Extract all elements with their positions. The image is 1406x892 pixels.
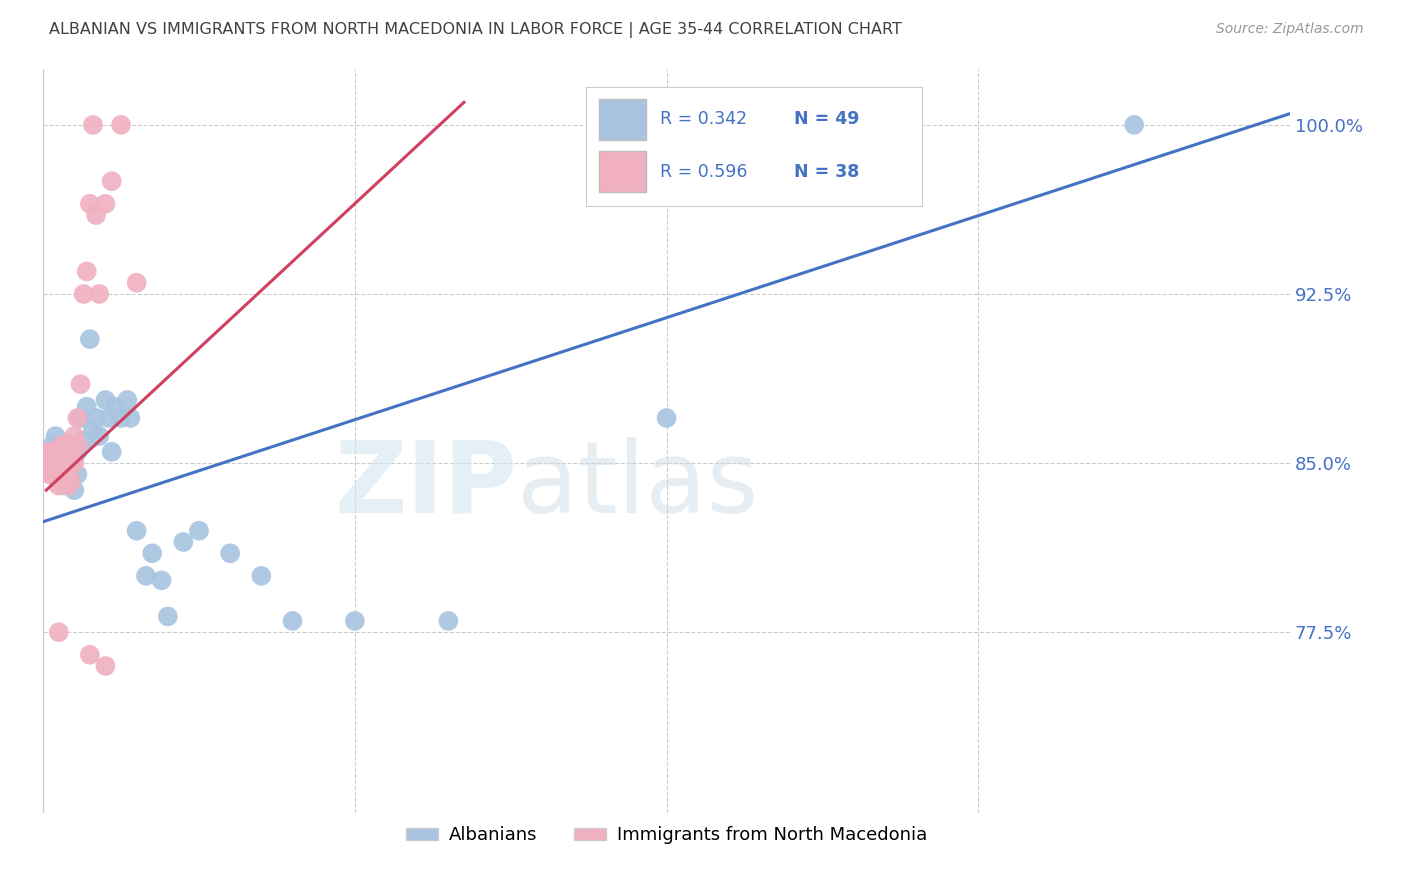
- Point: [69, 411, 91, 425]
- Point: [156, 609, 179, 624]
- Point: [48, 625, 70, 640]
- Point: [60, 474, 83, 488]
- Point: [53, 474, 76, 488]
- Point: [82, 422, 104, 436]
- Point: [56, 460, 79, 475]
- Point: [56, 478, 79, 492]
- Point: [51, 438, 73, 452]
- Point: [84, 208, 107, 222]
- Point: [60, 438, 83, 452]
- Point: [172, 535, 194, 549]
- Point: [53, 445, 76, 459]
- Point: [150, 574, 173, 588]
- Point: [48, 451, 70, 466]
- Point: [38, 451, 60, 466]
- Point: [94, 392, 117, 407]
- Point: [1123, 118, 1146, 132]
- Point: [188, 524, 211, 538]
- Point: [41, 467, 63, 482]
- Point: [56, 442, 79, 457]
- Point: [82, 118, 104, 132]
- Point: [89, 287, 111, 301]
- Point: [79, 648, 101, 662]
- Point: [53, 456, 76, 470]
- Point: [76, 264, 98, 278]
- Point: [66, 438, 89, 452]
- Point: [48, 445, 70, 459]
- Point: [35, 451, 58, 466]
- Point: [60, 445, 83, 459]
- Point: [51, 460, 73, 475]
- Point: [35, 445, 58, 459]
- Point: [437, 614, 460, 628]
- Point: [94, 196, 117, 211]
- Point: [110, 411, 132, 425]
- Point: [89, 429, 111, 443]
- Point: [66, 411, 89, 425]
- Point: [72, 287, 94, 301]
- Point: [100, 445, 122, 459]
- Point: [79, 196, 101, 211]
- Point: [63, 451, 86, 466]
- Point: [63, 483, 86, 497]
- Point: [56, 460, 79, 475]
- Point: [60, 467, 83, 482]
- Point: [38, 445, 60, 459]
- Point: [41, 438, 63, 452]
- Point: [56, 438, 79, 452]
- Legend: Albanians, Immigrants from North Macedonia: Albanians, Immigrants from North Macedon…: [406, 827, 928, 845]
- Point: [48, 478, 70, 492]
- Point: [76, 400, 98, 414]
- Point: [53, 478, 76, 492]
- Text: ZIP: ZIP: [335, 437, 517, 533]
- Point: [69, 377, 91, 392]
- Point: [48, 467, 70, 482]
- Point: [141, 546, 163, 560]
- Point: [79, 332, 101, 346]
- Point: [38, 456, 60, 470]
- Point: [41, 467, 63, 482]
- Point: [100, 174, 122, 188]
- Point: [38, 467, 60, 482]
- Point: [51, 451, 73, 466]
- Point: [97, 411, 120, 425]
- Point: [110, 118, 132, 132]
- Text: atlas: atlas: [517, 437, 759, 533]
- Point: [281, 614, 304, 628]
- Point: [63, 456, 86, 470]
- Text: Source: ZipAtlas.com: Source: ZipAtlas.com: [1216, 22, 1364, 37]
- Point: [45, 456, 67, 470]
- Point: [117, 392, 139, 407]
- Point: [41, 445, 63, 459]
- Point: [45, 445, 67, 459]
- Point: [51, 467, 73, 482]
- Point: [250, 569, 273, 583]
- Point: [120, 411, 142, 425]
- Point: [63, 429, 86, 443]
- Point: [655, 411, 678, 425]
- Point: [66, 445, 89, 459]
- Point: [84, 411, 107, 425]
- Point: [343, 614, 366, 628]
- Point: [94, 659, 117, 673]
- Point: [45, 429, 67, 443]
- Point: [219, 546, 242, 560]
- Point: [48, 460, 70, 475]
- Point: [104, 400, 127, 414]
- Point: [125, 524, 148, 538]
- Point: [72, 434, 94, 448]
- Point: [135, 569, 157, 583]
- Point: [45, 456, 67, 470]
- Point: [66, 467, 89, 482]
- Text: ALBANIAN VS IMMIGRANTS FROM NORTH MACEDONIA IN LABOR FORCE | AGE 35-44 CORRELATI: ALBANIAN VS IMMIGRANTS FROM NORTH MACEDO…: [49, 22, 903, 38]
- Point: [125, 276, 148, 290]
- Point: [35, 460, 58, 475]
